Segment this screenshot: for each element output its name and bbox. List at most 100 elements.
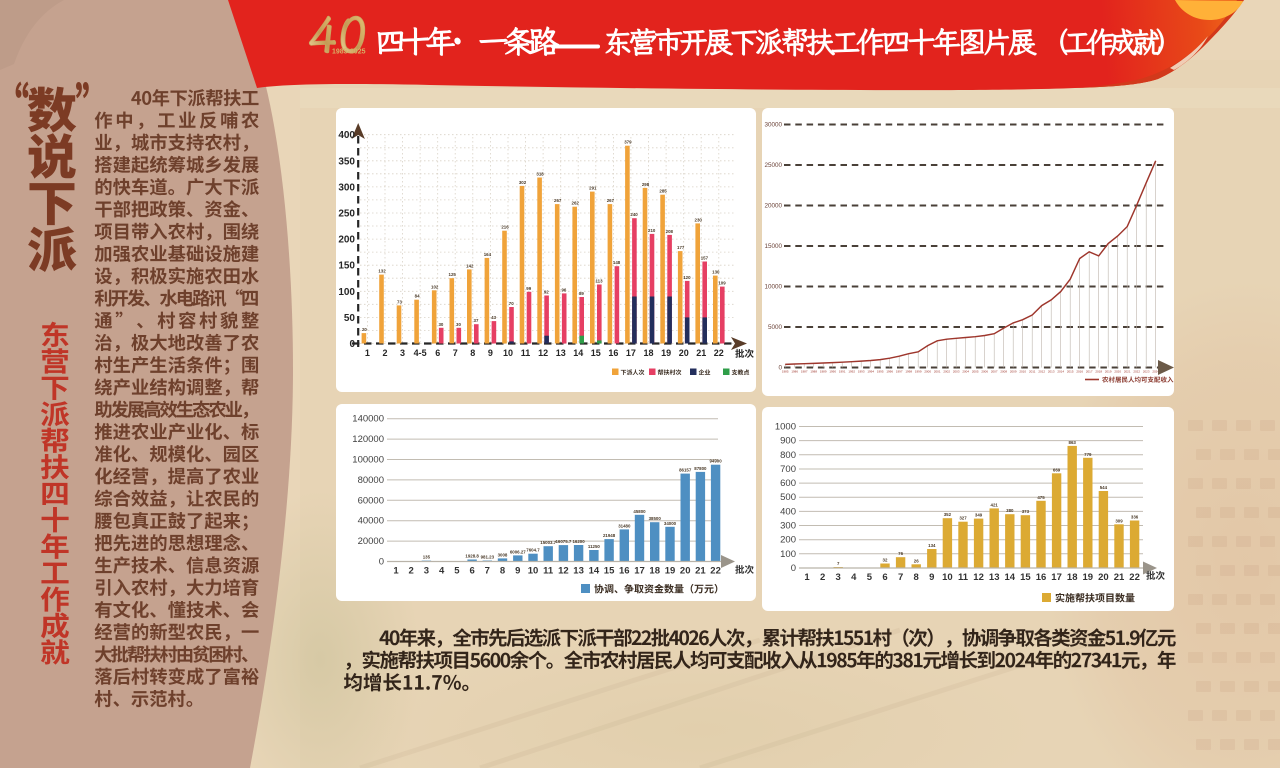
svg-text:14: 14 [589, 566, 600, 577]
svg-text:1991: 1991 [839, 370, 846, 374]
svg-text:113: 113 [595, 279, 603, 284]
svg-text:350: 350 [338, 156, 355, 167]
svg-text:15: 15 [1020, 572, 1031, 583]
svg-text:45800: 45800 [633, 509, 646, 514]
svg-text:30000: 30000 [764, 122, 782, 129]
svg-text:99: 99 [526, 286, 531, 291]
svg-text:60000: 60000 [358, 495, 384, 506]
svg-text:5000: 5000 [768, 324, 783, 331]
svg-text:2003: 2003 [953, 370, 960, 374]
svg-text:100000: 100000 [352, 455, 384, 466]
svg-text:70: 70 [509, 301, 514, 306]
svg-text:7: 7 [837, 561, 840, 566]
svg-text:544: 544 [1100, 485, 1108, 490]
svg-text:1996: 1996 [886, 370, 893, 374]
svg-text:20000: 20000 [764, 203, 782, 210]
svg-text:208: 208 [666, 229, 674, 234]
svg-text:2001: 2001 [934, 370, 941, 374]
svg-text:20000: 20000 [358, 536, 384, 547]
svg-text:6: 6 [882, 572, 887, 583]
svg-text:16: 16 [619, 566, 630, 577]
svg-text:6006.27: 6006.27 [510, 549, 526, 554]
svg-text:22: 22 [1129, 572, 1140, 583]
svg-text:16200: 16200 [572, 539, 585, 544]
svg-text:1000: 1000 [775, 422, 796, 433]
svg-text:421: 421 [991, 502, 999, 507]
svg-text:349: 349 [975, 513, 983, 518]
svg-text:7604.7: 7604.7 [526, 548, 540, 553]
svg-text:327: 327 [959, 516, 967, 521]
svg-text:80000: 80000 [358, 475, 384, 486]
svg-text:285: 285 [659, 189, 667, 194]
svg-text:250: 250 [338, 209, 355, 220]
svg-text:2024: 2024 [1152, 370, 1159, 374]
svg-text:148: 148 [613, 260, 621, 265]
svg-text:16: 16 [1036, 572, 1047, 583]
svg-text:2010: 2010 [1019, 370, 1026, 374]
svg-text:40000: 40000 [358, 516, 384, 527]
svg-text:30: 30 [438, 322, 443, 327]
svg-text:336: 336 [1131, 515, 1139, 520]
svg-text:10: 10 [503, 348, 513, 358]
svg-text:132: 132 [378, 269, 386, 274]
svg-text:379: 379 [624, 140, 632, 145]
svg-text:25000: 25000 [764, 162, 782, 169]
svg-text:1993: 1993 [858, 370, 865, 374]
svg-text:50: 50 [344, 313, 356, 324]
svg-text:31480: 31480 [618, 523, 631, 528]
svg-text:2018: 2018 [1095, 370, 1102, 374]
svg-text:230: 230 [695, 217, 703, 222]
svg-text:10: 10 [528, 566, 539, 577]
svg-text:94900: 94900 [709, 459, 722, 464]
svg-text:1989: 1989 [820, 370, 827, 374]
svg-text:15: 15 [604, 566, 615, 577]
svg-text:21948: 21948 [603, 533, 616, 538]
svg-text:21: 21 [695, 566, 706, 577]
svg-text:2000: 2000 [924, 370, 931, 374]
svg-text:900: 900 [780, 436, 796, 447]
svg-text:2012: 2012 [1038, 370, 1045, 374]
svg-text:20: 20 [362, 327, 367, 332]
svg-text:120: 120 [683, 275, 691, 280]
svg-text:1: 1 [365, 348, 370, 358]
svg-text:2017: 2017 [1086, 370, 1093, 374]
svg-text:43: 43 [491, 315, 496, 320]
svg-text:89: 89 [579, 291, 584, 296]
svg-text:76: 76 [898, 551, 903, 556]
svg-text:1994: 1994 [867, 370, 874, 374]
svg-text:16075.7: 16075.7 [555, 539, 571, 544]
svg-text:135: 135 [423, 555, 431, 560]
svg-text:14: 14 [1005, 572, 1016, 583]
svg-text:125: 125 [449, 272, 457, 277]
svg-text:8: 8 [470, 348, 475, 358]
svg-text:1999: 1999 [915, 370, 922, 374]
svg-text:9: 9 [515, 566, 520, 577]
svg-text:10: 10 [942, 572, 953, 583]
svg-text:13: 13 [573, 566, 584, 577]
svg-text:19: 19 [665, 566, 676, 577]
svg-text:400: 400 [338, 130, 355, 141]
svg-text:2008: 2008 [1000, 370, 1007, 374]
svg-text:2: 2 [820, 572, 825, 583]
svg-text:2019: 2019 [1105, 370, 1112, 374]
svg-text:19: 19 [1083, 572, 1094, 583]
svg-text:130: 130 [712, 270, 720, 275]
svg-text:2009: 2009 [1010, 370, 1017, 374]
svg-text:500: 500 [780, 492, 796, 503]
svg-text:13: 13 [989, 572, 1000, 583]
svg-text:140000: 140000 [352, 414, 384, 425]
svg-text:267: 267 [607, 198, 615, 203]
svg-text:7: 7 [485, 566, 490, 577]
svg-text:3: 3 [400, 348, 405, 358]
svg-text:210: 210 [648, 228, 656, 233]
svg-text:2020: 2020 [1114, 370, 1121, 374]
svg-text:6: 6 [435, 348, 440, 358]
svg-text:0: 0 [778, 365, 782, 372]
svg-text:2: 2 [382, 348, 387, 358]
svg-text:96: 96 [561, 287, 566, 292]
svg-text:2013: 2013 [1048, 370, 1055, 374]
svg-text:2002: 2002 [943, 370, 950, 374]
svg-text:142: 142 [466, 263, 474, 268]
svg-text:981.23: 981.23 [481, 555, 495, 560]
svg-text:30: 30 [456, 322, 461, 327]
